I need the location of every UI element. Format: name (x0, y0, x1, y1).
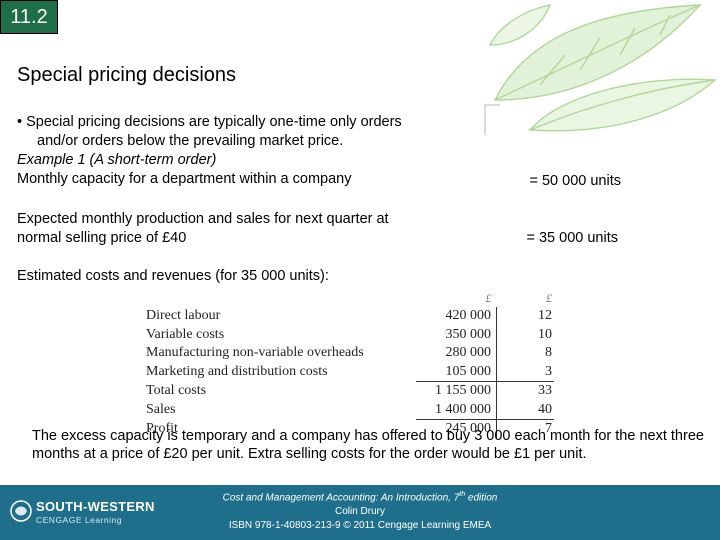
row-total: 105 000 (445, 363, 492, 379)
row-label: Profit (146, 421, 178, 436)
capacity-value: = 50 000 units (529, 173, 621, 189)
book-author: Colin Drury (334, 506, 385, 518)
cost-table-header: £ £ (146, 289, 554, 307)
row-total: 1 155 000 (416, 381, 497, 401)
row-label: Variable costs (146, 326, 225, 342)
row-label: Manufacturing non-variable overheads (146, 345, 364, 361)
logo-line1: SOUTH-WESTERN (36, 499, 155, 514)
row-unit: 3 (496, 362, 554, 382)
row-label: Sales (146, 402, 176, 417)
row-unit: 8 (496, 344, 554, 363)
table-row: Variable costs 350 000 10 (146, 325, 554, 344)
row-label: Total costs (146, 383, 207, 398)
row-unit: 40 (496, 400, 554, 420)
bullet-text-line1: • Special pricing decisions are typicall… (17, 114, 402, 130)
row-label: Marketing and distribution costs (146, 364, 328, 379)
publisher-logo: SOUTH-WESTERN CENGAGE Learning (8, 495, 158, 531)
slide-number: 11.2 (0, 0, 58, 34)
production-value: = 35 000 units (526, 230, 618, 246)
table-row: Sales 1 400 000 40 (146, 400, 554, 420)
leaf-decoration (484, 4, 717, 135)
book-isbn: ISBN 978-1-40803-213-9 © 2011 Cengage Le… (228, 520, 492, 532)
table-row: Profit 245 000 7 (146, 419, 554, 439)
currency-header: £ (546, 291, 552, 305)
table-row: Total costs 1 155 000 33 (146, 381, 554, 401)
example-heading: Example 1 (A short-term order) (17, 152, 217, 168)
table-row: Direct labour 420 000 12 (146, 307, 554, 326)
row-total: 1 400 000 (435, 401, 491, 417)
cost-table: £ £ Direct labour 420 000 12 Variable co… (146, 289, 554, 439)
row-unit: 33 (496, 381, 554, 401)
book-title: Cost and Management Accounting: An Intro… (222, 491, 498, 504)
production-label-line1: Expected monthly production and sales fo… (17, 211, 389, 227)
footer-citation: Cost and Management Accounting: An Intro… (150, 488, 570, 533)
table-row: Manufacturing non-variable overheads 280… (146, 344, 554, 363)
row-total: 280 000 (445, 345, 492, 361)
currency-header: £ (485, 291, 492, 305)
row-unit: 10 (496, 325, 554, 344)
row-unit: 12 (496, 307, 554, 326)
row-total: 420 000 (445, 308, 492, 324)
capacity-label: Monthly capacity for a department within… (17, 171, 352, 187)
excess-capacity-note: The excess capacity is temporary and a c… (32, 428, 704, 462)
row-total: 350 000 (445, 326, 492, 342)
estimated-costs-label: Estimated costs and revenues (for 35 000… (17, 268, 329, 284)
bullet-text-line2: and/or orders below the prevailing marke… (37, 133, 344, 149)
row-unit: 7 (496, 419, 554, 439)
row-total: 245 000 (416, 419, 497, 439)
row-label: Direct labour (146, 308, 221, 324)
table-row: Marketing and distribution costs 105 000… (146, 362, 554, 382)
slide-title: Special pricing decisions (17, 64, 237, 86)
footer-bar: SOUTH-WESTERN CENGAGE Learning Cost and … (0, 485, 720, 540)
production-label-line2: normal selling price of £40 (17, 230, 187, 246)
cengage-logo-icon (10, 500, 32, 522)
logo-line2: CENGAGE Learning (36, 515, 122, 525)
